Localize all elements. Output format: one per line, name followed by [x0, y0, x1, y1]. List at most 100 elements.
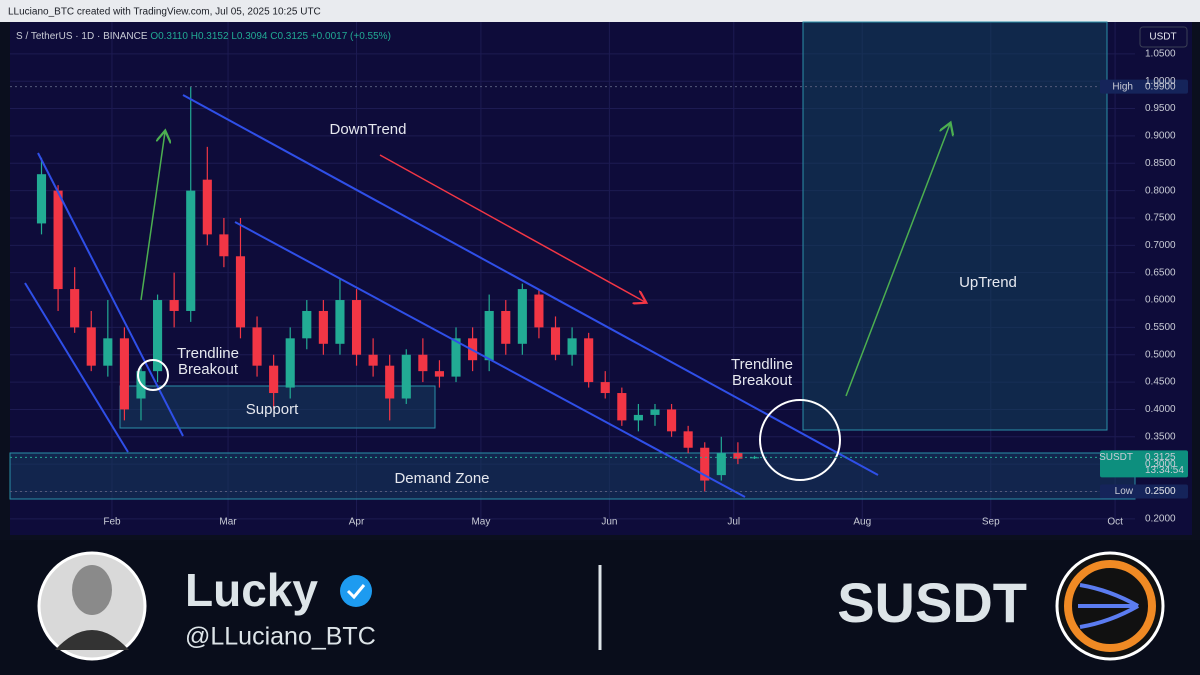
- x-tick-label: Apr: [349, 517, 365, 528]
- candle-body: [335, 300, 345, 344]
- candle-body: [252, 327, 262, 366]
- candle-body: [700, 447, 710, 481]
- ohlc: L0.3094: [231, 31, 268, 42]
- candle-body: [302, 310, 312, 339]
- y-tick-label: 0.8500: [1145, 158, 1176, 169]
- candle-body: [733, 453, 743, 459]
- annotation: Trendline: [731, 356, 793, 373]
- price-tag: [1100, 450, 1188, 478]
- x-tick-label: Jul: [727, 517, 740, 528]
- candle-body: [186, 190, 196, 311]
- candle-body: [153, 300, 163, 372]
- annotation: Demand Zone: [394, 470, 489, 487]
- candle-body: [501, 310, 511, 344]
- y-tick-label: 0.9500: [1145, 103, 1176, 114]
- uptrend-box: [802, 21, 1108, 431]
- annotation: DownTrend: [330, 121, 407, 138]
- ohlc: C0.3125: [270, 31, 308, 42]
- y-tick-label: 0.7500: [1145, 213, 1176, 224]
- candle-body: [418, 354, 428, 372]
- candle-body: [401, 354, 411, 399]
- y-tick-label: 0.3500: [1145, 431, 1176, 442]
- y-tick-label: 0.8000: [1145, 185, 1176, 196]
- x-tick-label: Feb: [103, 517, 121, 528]
- candle-body: [119, 338, 129, 410]
- verified-badge: [340, 575, 372, 607]
- y-tick-label: 0.2500: [1145, 486, 1176, 497]
- candle-body: [650, 409, 660, 415]
- profile-name: Lucky: [185, 564, 318, 616]
- annotation: UpTrend: [959, 274, 1017, 291]
- annotation: Trendline: [177, 345, 239, 362]
- candle-body: [550, 327, 561, 355]
- candle-body: [617, 393, 627, 421]
- arrow: [379, 154, 645, 302]
- annotation: Breakout: [178, 361, 239, 378]
- x-tick-label: Aug: [853, 517, 871, 528]
- trendline: [234, 221, 746, 498]
- currency[interactable]: USDT: [1149, 32, 1176, 43]
- token-logo-ring: [1064, 560, 1156, 652]
- price-tag: [1100, 79, 1188, 94]
- avatar-body: [55, 630, 129, 650]
- candle-body: [484, 310, 494, 361]
- price-tag-name: SUSDT: [1099, 452, 1133, 463]
- header: LLuciano_BTC created with TradingView.co…: [8, 7, 321, 18]
- candle-body: [53, 190, 63, 290]
- y-tick-label: 0.5500: [1145, 322, 1176, 333]
- arrow: [845, 124, 950, 397]
- x-tick-label: Sep: [982, 517, 1000, 528]
- y-tick-label: 0.6500: [1145, 267, 1176, 278]
- candle-body: [86, 327, 96, 366]
- candle-body: [202, 179, 212, 235]
- candles: [36, 86, 760, 492]
- candle-body: [70, 289, 80, 328]
- candle-body: [667, 409, 677, 432]
- breakout-circle: [137, 359, 169, 391]
- price-tag-value: 0.3125: [1145, 452, 1176, 463]
- trendline: [24, 282, 129, 453]
- candle-body: [517, 289, 527, 344]
- profile-handle: @LLuciano_BTC: [185, 623, 376, 651]
- y-tick-label: 0.3000: [1145, 459, 1176, 470]
- candle-body: [269, 365, 279, 394]
- price-tag-value: 0.2500: [1145, 486, 1176, 497]
- candle-body: [716, 453, 726, 476]
- candle-body: [451, 338, 461, 377]
- candle-body: [534, 294, 544, 328]
- candle-body: [235, 256, 246, 328]
- x-tick-label: Mar: [219, 517, 237, 528]
- candle-body: [683, 431, 693, 448]
- x-tick-label: May: [471, 517, 490, 528]
- y-tick-label: 0.7000: [1145, 240, 1176, 251]
- price-labels: High 0.9900 SUSDT 0.3125 13:34:54 Low 0.2500: [10, 79, 1188, 499]
- candle-body: [633, 414, 643, 421]
- candle-body: [600, 382, 610, 394]
- candle-body: [368, 354, 378, 366]
- y-tick-label: 0.4000: [1145, 404, 1176, 415]
- y-tick-label: 0.9000: [1145, 131, 1176, 142]
- currency-button[interactable]: [1139, 26, 1188, 48]
- arrow: [140, 132, 165, 301]
- price-tag-name: Low: [1115, 486, 1134, 497]
- annotation: Support: [246, 401, 299, 418]
- x-tick-label: Jun: [601, 517, 617, 528]
- candle-body: [219, 234, 229, 257]
- breakout-circle: [759, 399, 841, 481]
- price-tag-timer: 13:34:54: [1145, 465, 1184, 476]
- y-tick-label: 0.6000: [1145, 295, 1176, 306]
- price-tag-value: 0.9900: [1145, 81, 1176, 92]
- ticker: SUSDT: [837, 571, 1027, 634]
- change: +0.0017 (+0.55%): [311, 31, 391, 42]
- price-tag: [1100, 484, 1188, 499]
- annotation: Breakout: [732, 372, 793, 389]
- price-tag-name: High: [1112, 81, 1133, 92]
- candle-body: [351, 300, 362, 355]
- candle-body: [169, 300, 179, 311]
- candle-body: [567, 338, 577, 355]
- candle-body: [36, 174, 47, 224]
- y-tick-label: 0.5000: [1145, 349, 1176, 360]
- candle-body: [385, 365, 395, 399]
- legend: S / TetherUS · 1D · BINANCE O0.3110 H0.3…: [16, 31, 391, 42]
